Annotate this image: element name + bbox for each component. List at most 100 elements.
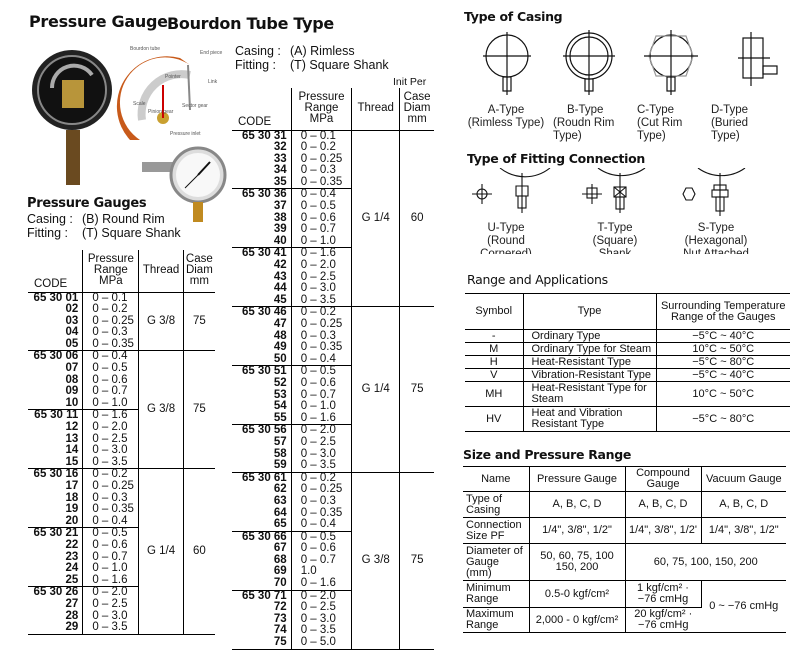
code-cell: 27: [65, 597, 79, 610]
range-cell: 0 – 0.35: [290, 342, 353, 354]
table-row: 59 0 – 3.5: [232, 459, 434, 473]
table-row: 44 0 – 3.0: [232, 283, 434, 295]
code-cell: 65 30 11: [28, 409, 83, 423]
table-row: - Ordinary Type −5°C ~ 40°C: [465, 329, 790, 343]
left-casing-spec: Casing : (B) Round Rim: [27, 212, 165, 226]
code-cell: 65 30 41: [232, 247, 292, 261]
d-type-diagram: [738, 32, 778, 86]
label-pointer: Pointer: [165, 74, 181, 80]
code-cell: 38: [273, 211, 287, 224]
col-symbol: Symbol: [465, 293, 524, 330]
table-row: 49 0 – 0.35: [232, 342, 434, 354]
diam-cell: 60: [183, 468, 215, 635]
code-cell: 72: [273, 601, 287, 614]
range-cell: 0 – 0.6: [290, 377, 353, 390]
table-row: 10 0 – 1.0: [28, 397, 215, 410]
code-cell: 34: [273, 164, 287, 177]
range-cell: 0 – 0.25: [290, 484, 353, 496]
range-cell: 0 – 0.4: [290, 518, 353, 532]
casing-type-c: C-Type (Cut Rim Type): [637, 104, 683, 142]
range-cell: 0 – 0.6: [290, 543, 353, 555]
range-cell: 0 – 0.3: [290, 165, 353, 177]
table-row: 40 0 – 1.0: [232, 235, 434, 248]
code-cell: 65 30 21: [28, 527, 83, 540]
table-row: MH Heat-Resistant Type for Steam 10°C ~ 50…: [465, 381, 790, 407]
table-row: 52 0 – 0.6: [232, 377, 434, 390]
table-row: 65 30 31 0 – 0.1 G 1/4 60: [232, 129, 434, 307]
range-cell: 0 – 1.6: [290, 247, 353, 261]
code-cell: 65 30 46: [232, 306, 292, 319]
row-maximum: Maximum Range 2,000 - 0 kgf/cm² 20 kgf/cm²…: [463, 607, 786, 633]
type-cell: Heat-Resistant Type for Steam: [523, 381, 657, 407]
range-cell: 0 – 0.4: [82, 515, 140, 528]
table-row: 55 0 – 1.6: [232, 412, 434, 425]
table-row: 57 0 – 2.5: [232, 436, 434, 449]
fitting-type-s: S-Type (Hexagonal) Nut Attached: [683, 222, 749, 254]
t-type-diagram: [582, 168, 646, 213]
table-row: 65 30 61 0 – 0.2 G 3/8 75: [232, 471, 434, 650]
table-row: 09 0 – 0.7: [28, 386, 215, 398]
code-cell: 63: [273, 494, 287, 507]
range-cell: 0 – 0.25: [82, 480, 140, 493]
range-cell: 0 – 0.7: [82, 551, 140, 564]
table-row: 28 0 – 3.0: [28, 610, 215, 623]
table-row: 42 0 – 2.0: [232, 259, 434, 272]
diam-cell: 75: [183, 291, 215, 351]
range-cell: 0 – 0.7: [82, 386, 140, 398]
table-row: H Heat-Resistant Type −5°C ~ 80°C: [465, 355, 790, 369]
code-cell: 65 30 31: [232, 129, 292, 143]
code-cell: 37: [273, 200, 287, 213]
s-type-diagram: [682, 168, 746, 216]
code-cell: 08: [65, 373, 79, 386]
table-row: 58 0 – 3.0: [232, 448, 434, 461]
range-cell: 0 – 2.0: [290, 424, 353, 437]
col-thread: Thread: [351, 88, 401, 131]
range-cell: 0 – 3.5: [82, 456, 140, 469]
col-diam: Case Diam mm: [399, 88, 434, 131]
range-cell: 0 – 3.5: [290, 625, 353, 638]
table-row: 03 0 – 0.25: [28, 315, 215, 328]
table-row: 43 0 – 2.5: [232, 271, 434, 284]
range-cell: 0 – 1.0: [290, 235, 353, 248]
table-row: 37 0 – 0.5: [232, 200, 434, 213]
code-cell: 65 30 61: [232, 471, 292, 485]
code-cell: 67: [273, 542, 287, 555]
table-row: 65 30 26 0 – 2.0: [28, 586, 215, 599]
table-row: 70 0 – 1.6: [232, 577, 434, 591]
range-cell: 0 – 0.5: [290, 530, 353, 544]
range-cell: 0 – 0.1: [82, 291, 140, 305]
code-cell: 65 30 71: [232, 589, 292, 603]
col-range: Pressure Range MPa: [290, 88, 353, 131]
type-cell: Ordinary Type for Steam: [523, 342, 657, 356]
col-thread: Thread: [138, 250, 184, 293]
code-cell: 65 30 01: [28, 291, 83, 305]
code-cell: 32: [273, 141, 287, 154]
range-cell: 0 – 0.3: [82, 327, 140, 339]
table-row: 65 30 56 0 – 2.0: [232, 424, 434, 437]
casing-types-heading: Type of Casing: [464, 9, 563, 24]
code-cell: 22: [65, 538, 79, 551]
range-cell: 0 – 0.6: [82, 374, 140, 387]
thread-cell: G 3/8: [351, 471, 401, 650]
temperature-cell: 10°C ~ 50°C: [656, 342, 790, 356]
range-cell: 0 – 3.5: [290, 459, 353, 473]
code-cell: 19: [65, 503, 79, 516]
range-cell: 0 – 0.5: [290, 365, 353, 378]
table-row: 53 0 – 0.7: [232, 389, 434, 402]
col-pressure: Pressure Gauge: [529, 466, 626, 492]
table-row: V Vibration-Resistant Type −5°C ~ 40°C: [465, 368, 790, 382]
col-type: Type: [523, 293, 657, 330]
range-applications-table: Symbol Type Surrounding Temperature Range …: [465, 293, 790, 432]
code-cell: 65 30 56: [232, 424, 292, 437]
code-cell: 05: [65, 337, 79, 350]
vacuum-range: 0 ~ −76 cmHg: [701, 580, 786, 633]
table-row: 33 0 – 0.25: [232, 153, 434, 166]
range-cell: 0 – 0.3: [290, 495, 353, 508]
col-range: Pressure Range MPa: [82, 250, 140, 293]
range-cell: 0 – 0.1: [290, 129, 353, 143]
col-name: Name: [463, 466, 530, 492]
table-row: 65 30 46 0 – 0.2 G 1/4 75: [232, 306, 434, 473]
symbol-cell: HV: [465, 406, 524, 432]
code-cell: 04: [65, 326, 79, 339]
unit-note: Init Per: [393, 76, 427, 88]
